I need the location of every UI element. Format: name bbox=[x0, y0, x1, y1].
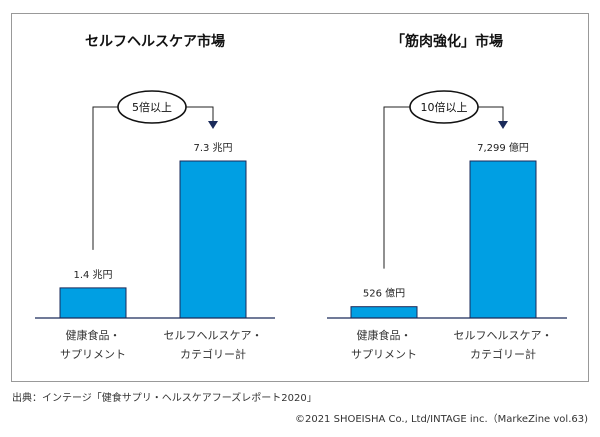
figure-frame bbox=[11, 13, 589, 382]
bar bbox=[350, 306, 418, 319]
category-label: セルフヘルスケア・ bbox=[454, 329, 553, 342]
category-label: カテゴリー計 bbox=[470, 347, 536, 361]
source-note: 出典：インテージ「健食サプリ・ヘルスケアフーズレポート2020」 bbox=[12, 393, 317, 404]
bar bbox=[59, 287, 127, 319]
category-label: サプリメント bbox=[60, 348, 126, 361]
category-label: サプリメント bbox=[351, 348, 417, 361]
value-label: 7.3 兆円 bbox=[193, 142, 232, 154]
bar bbox=[179, 160, 247, 319]
bracket-line bbox=[383, 106, 411, 269]
arrow-down-icon bbox=[498, 121, 508, 129]
category-label: カテゴリー計 bbox=[180, 347, 246, 361]
arrow-down-icon bbox=[208, 121, 218, 129]
bracket-line bbox=[92, 106, 119, 250]
copyright-note: ©2021 SHOEISHA Co., Ltd/INTAGE inc.（Mark… bbox=[294, 414, 588, 425]
value-label: 7,299 億円 bbox=[477, 141, 529, 154]
annotation-ellipse bbox=[117, 90, 187, 124]
bar bbox=[469, 160, 537, 319]
bracket-line bbox=[185, 106, 214, 122]
value-label: 1.4 兆円 bbox=[73, 269, 112, 281]
category-label: 健康食品・ bbox=[66, 328, 121, 342]
bracket-line bbox=[477, 106, 504, 122]
chart-title: セルフヘルスケア市場 bbox=[85, 33, 225, 50]
annotation-label: 10倍以上 bbox=[421, 100, 468, 114]
annotation-ellipse bbox=[409, 90, 479, 124]
annotation-label: 5倍以上 bbox=[132, 100, 172, 114]
chart-title: 「筋肉強化」市場 bbox=[391, 33, 503, 50]
category-label: 健康食品・ bbox=[357, 328, 412, 342]
category-label: セルフヘルスケア・ bbox=[164, 329, 263, 342]
value-label: 526 億円 bbox=[363, 287, 405, 300]
